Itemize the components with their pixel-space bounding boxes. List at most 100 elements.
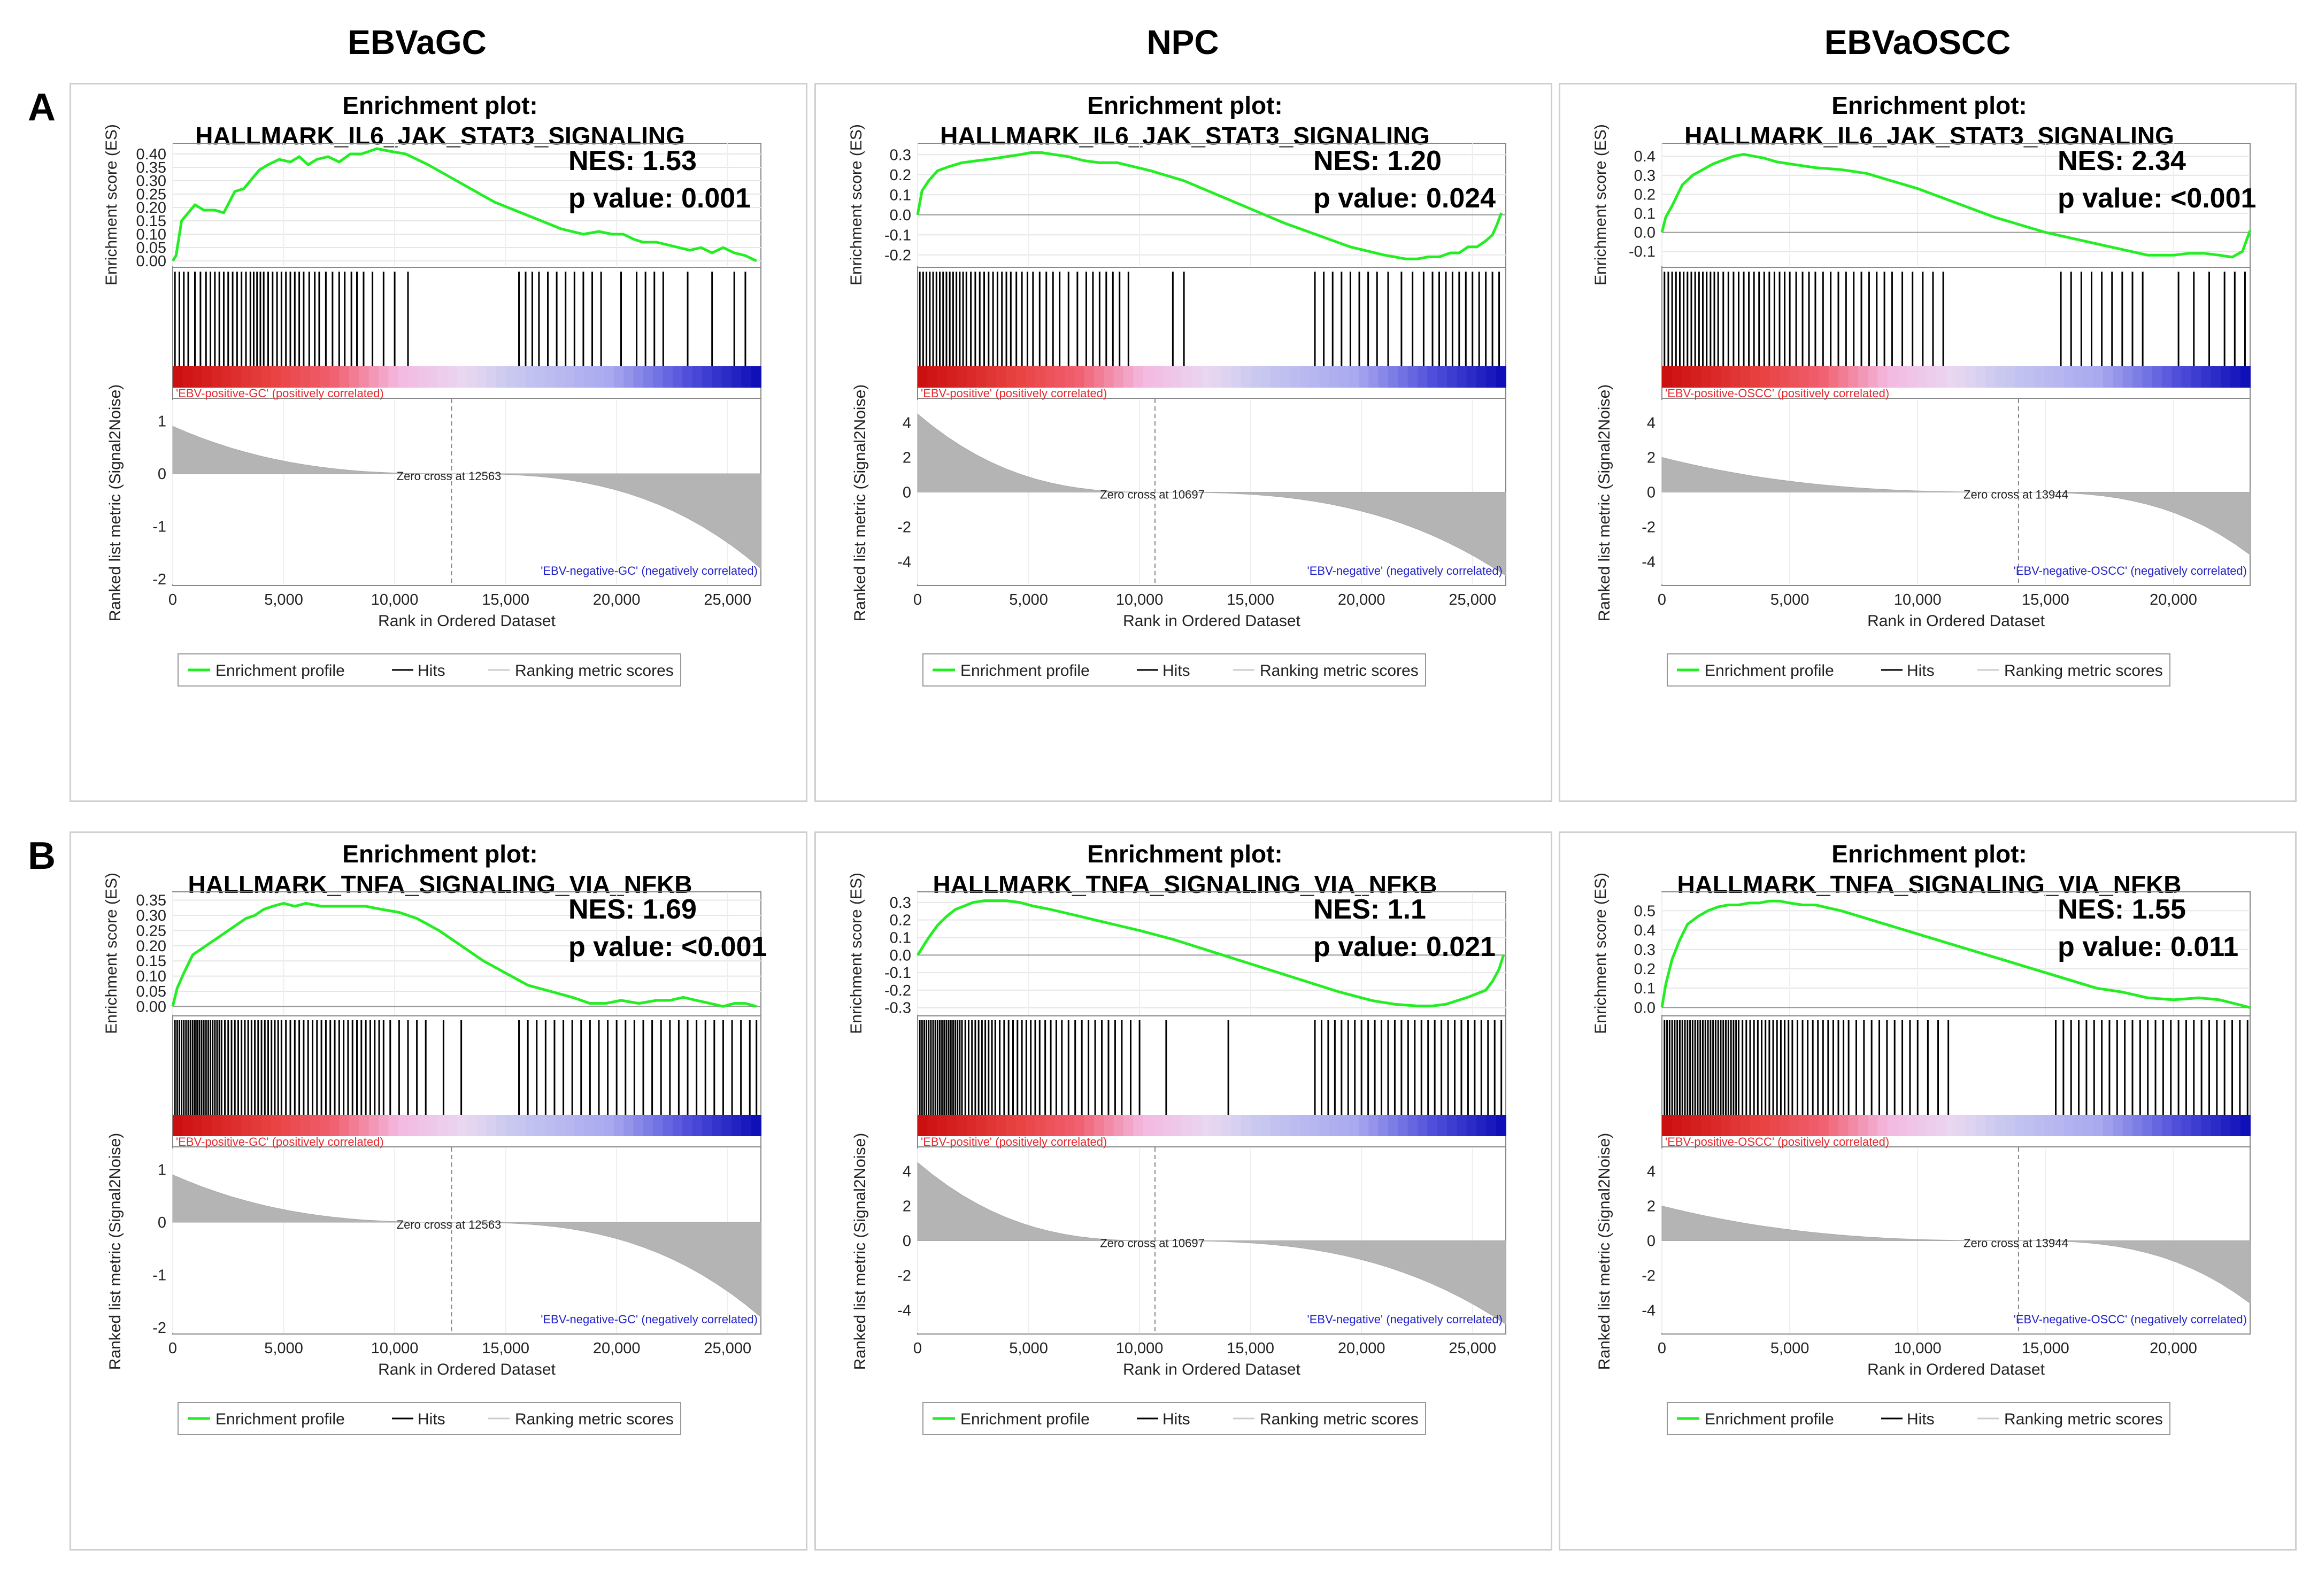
legend-profile-label: Enrichment profile [960,662,1090,680]
rank-color-segment [937,1115,948,1136]
legend: Enrichment profile Hits Ranking metric sco… [922,653,1426,687]
es-axis-label: Enrichment score (ES) [1592,873,1610,1034]
rank-color-segment [241,366,252,388]
positive-correlation-label: 'EBV-positive-OSCC' (positively correlat… [1665,387,1889,400]
rank-color-segment [506,1115,517,1136]
rank-color-segment [2034,1115,2045,1136]
rank-color-segment [457,366,467,388]
rank-color-segment [427,1115,438,1136]
legend-profile-label: Enrichment profile [960,1410,1090,1428]
es-ytick-label: 0.3 [1634,942,1656,959]
x-tick-label: 5,000 [264,591,303,608]
rank-color-segment [976,1115,987,1136]
rank-color-segment [1427,366,1438,388]
metric-ytick-label: 4 [1647,415,1656,432]
rank-color-segment [1300,1115,1311,1136]
rank-color-segment [986,366,997,388]
nes-value: NES: 1.1 [1313,894,1426,925]
rank-color-segment [2015,366,2026,388]
rank-color-segment [202,366,213,388]
rank-color-segment [1270,1115,1281,1136]
rank-color-segment [300,1115,311,1136]
rank-color-segment [192,1115,203,1136]
rank-color-segment [1015,366,1026,388]
rank-color-segment [2015,1115,2026,1136]
es-axis-label: Enrichment score (ES) [1592,124,1610,286]
rank-color-segment [379,1115,389,1136]
rank-color-segment [202,1115,213,1136]
metric-axis-label: Ranked list metric (Signal2Noise) [1596,1133,1613,1370]
nes-value: NES: 1.53 [568,145,697,176]
rank-color-segment [1897,1115,1908,1136]
rank-color-segment [1662,366,1673,388]
rank-color-segment [1113,1115,1124,1136]
rank-color-segment [623,1115,634,1136]
rank-color-segment [614,1115,625,1136]
rank-color-segment [2034,366,2045,388]
metric-ytick-label: -4 [897,1302,911,1320]
rank-color-segment [1349,1115,1359,1136]
rank-color-segment [1231,1115,1242,1136]
rank-color-segment [1457,1115,1467,1136]
plot-title-label: Enrichment plot: [1831,840,2027,868]
gene-set-name: HALLMARK_TNFA_SIGNALING_VIA_NFKB [933,870,1437,898]
legend-metric-label: Ranking metric scores [1260,1410,1419,1428]
rank-color-segment [604,366,614,388]
rank-color-segment [1398,1115,1408,1136]
rank-color-segment [1858,366,1868,388]
rank-color-segment [1907,366,1918,388]
rank-color-segment [1916,1115,1927,1136]
rank-color-segment [2113,366,2123,388]
rank-color-segment [976,366,987,388]
rank-color-segment [1241,1115,1252,1136]
rank-color-segment [2230,366,2241,388]
legend-hits-label: Hits [1162,662,1190,680]
nes-value: NES: 1.20 [1313,145,1442,176]
rank-color-segment [1730,366,1741,388]
rank-color-segment [1819,366,1829,388]
rank-color-segment [682,366,693,388]
rank-color-segment [1799,1115,1810,1136]
es-ytick-label: 0.35 [136,892,166,909]
rank-color-segment [408,1115,419,1136]
rank-color-segment [1750,1115,1761,1136]
metric-ytick-label: -2 [897,519,911,536]
rank-color-segment [1123,1115,1134,1136]
legend: Enrichment profile Hits Ranking metric sco… [1667,653,2170,687]
x-tick-label: 15,000 [482,591,529,608]
rank-color-segment [1711,1115,1721,1136]
rank-color-segment [927,366,938,388]
es-axis-label: Enrichment score (ES) [103,873,120,1034]
rank-color-segment [1192,366,1203,388]
rank-color-segment [1388,366,1399,388]
x-tick-label: 20,000 [1338,591,1385,608]
es-ytick-label: 0.25 [136,922,166,939]
rank-color-segment [2172,1115,2182,1136]
x-tick-label: 0 [168,1340,177,1357]
es-ytick-label: -0.2 [884,982,911,999]
x-tick-label: 0 [913,1340,922,1357]
es-ytick-label: 0.3 [890,895,911,912]
es-ytick-label: 0.0 [1634,225,1656,242]
rank-color-segment [447,1115,458,1136]
metric-ytick-label: -2 [897,1268,911,1285]
rank-color-segment [1936,366,1947,388]
rank-color-segment [2152,366,2162,388]
rank-color-segment [1711,366,1721,388]
rank-color-segment [221,366,232,388]
rank-color-segment [1476,1115,1487,1136]
rank-color-segment [643,366,654,388]
rank-color-segment [1985,1115,1996,1136]
rank-color-segment [437,366,448,388]
rank-color-segment [1398,366,1408,388]
rank-color-segment [1858,1115,1868,1136]
legend-hits-label: Hits [1907,662,1935,680]
x-tick-label: 15,000 [1227,1340,1274,1357]
rank-color-segment [1418,366,1428,388]
ranking-metric-area [172,426,761,569]
rank-color-segment [2240,366,2251,388]
metric-ytick-label: 1 [158,413,166,430]
rank-color-segment [1221,366,1232,388]
rank-color-segment [565,1115,575,1136]
rank-color-segment [1006,366,1017,388]
